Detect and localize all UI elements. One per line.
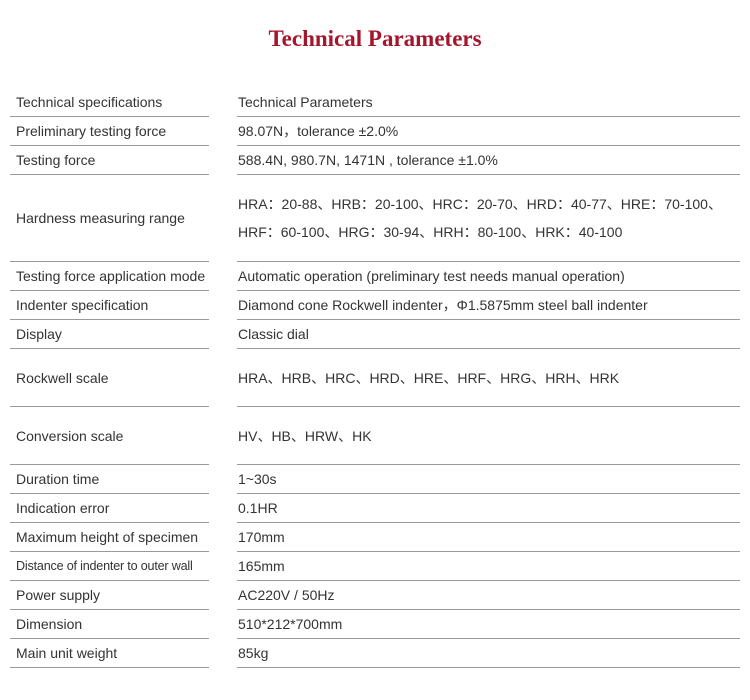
row-value-line: Technical Parameters bbox=[238, 94, 373, 110]
row-label: Duration time bbox=[10, 465, 209, 494]
row-value-line: 170mm bbox=[238, 529, 285, 545]
row-label: Distance of indenter to outer wall bbox=[10, 552, 209, 581]
row-value-line: HRF：60-100、HRG：30-94、HRH：80-100、HRK：40-1… bbox=[238, 224, 623, 240]
row-label: Conversion scale bbox=[10, 407, 209, 465]
row-label: Dimension bbox=[10, 610, 209, 639]
row-value-line: 85kg bbox=[238, 645, 269, 661]
row-value-line: Classic dial bbox=[238, 326, 309, 342]
row-value: 170mm bbox=[237, 523, 740, 552]
parameters-table: Technical specifications Technical Parame… bbox=[0, 88, 750, 668]
row-value-line: 1~30s bbox=[238, 471, 277, 487]
row-value-line: Diamond cone Rockwell indenter，Φ1.5875mm… bbox=[238, 297, 648, 313]
row-value: 165mm bbox=[237, 552, 740, 581]
row-value: HRA：20-88、HRB：20-100、HRC：20-70、HRD：40-77… bbox=[237, 175, 740, 262]
row-value-line: 98.07N，tolerance ±2.0% bbox=[238, 123, 399, 139]
row-value: AC220V / 50Hz bbox=[237, 581, 740, 610]
row-value: 85kg bbox=[237, 639, 740, 668]
row-value-line: HRA：20-88、HRB：20-100、HRC：20-70、HRD：40-77… bbox=[238, 196, 722, 212]
row-label: Main unit weight bbox=[10, 639, 209, 668]
row-label: Hardness measuring range bbox=[10, 175, 209, 262]
row-value: Technical Parameters bbox=[237, 88, 740, 117]
row-value: 98.07N，tolerance ±2.0% bbox=[237, 117, 740, 146]
table-row: Distance of indenter to outer wall 165mm bbox=[0, 552, 750, 581]
row-value: Diamond cone Rockwell indenter，Φ1.5875mm… bbox=[237, 291, 740, 320]
row-value-line: AC220V / 50Hz bbox=[238, 587, 335, 603]
row-value-line: 510*212*700mm bbox=[238, 616, 343, 632]
row-label: Rockwell scale bbox=[10, 349, 209, 407]
table-row: Indenter specification Diamond cone Rockw… bbox=[0, 291, 750, 320]
table-row: Testing force 588.4N, 980.7N, 1471N , tol… bbox=[0, 146, 750, 175]
table-row: Indication error 0.1HR bbox=[0, 494, 750, 523]
table-row: Hardness measuring range HRA：20-88、HRB：20… bbox=[0, 175, 750, 262]
row-value: 0.1HR bbox=[237, 494, 740, 523]
row-value: 588.4N, 980.7N, 1471N , tolerance ±1.0% bbox=[237, 146, 740, 175]
table-row: Maximum height of specimen 170mm bbox=[0, 523, 750, 552]
row-label: Testing force bbox=[10, 146, 209, 175]
table-row: Main unit weight 85kg bbox=[0, 639, 750, 668]
row-label: Indication error bbox=[10, 494, 209, 523]
table-row: Duration time 1~30s bbox=[0, 465, 750, 494]
row-value: 1~30s bbox=[237, 465, 740, 494]
row-value-line: 165mm bbox=[238, 558, 285, 574]
row-value-line: HRA、HRB、HRC、HRD、HRE、HRF、HRG、HRH、HRK bbox=[238, 369, 620, 386]
row-label: Testing force application mode bbox=[10, 262, 209, 291]
table-row: Testing force application mode Automatic … bbox=[0, 262, 750, 291]
row-value: HRA、HRB、HRC、HRD、HRE、HRF、HRG、HRH、HRK bbox=[237, 349, 740, 407]
table-row: Dimension 510*212*700mm bbox=[0, 610, 750, 639]
row-label: Preliminary testing force bbox=[10, 117, 209, 146]
table-row: Rockwell scale HRA、HRB、HRC、HRD、HRE、HRF、HR… bbox=[0, 349, 750, 407]
row-value-line: HV、HB、HRW、HK bbox=[238, 427, 372, 444]
row-value-line: Automatic operation (preliminary test ne… bbox=[238, 268, 625, 284]
row-label: Display bbox=[10, 320, 209, 349]
row-label: Indenter specification bbox=[10, 291, 209, 320]
row-value-line: 588.4N, 980.7N, 1471N , tolerance ±1.0% bbox=[238, 152, 498, 168]
table-row: Conversion scale HV、HB、HRW、HK bbox=[0, 407, 750, 465]
row-label: Maximum height of specimen bbox=[10, 523, 209, 552]
row-value: 510*212*700mm bbox=[237, 610, 740, 639]
row-value-line: 0.1HR bbox=[238, 500, 278, 516]
row-label: Power supply bbox=[10, 581, 209, 610]
row-value: HV、HB、HRW、HK bbox=[237, 407, 740, 465]
row-value: Automatic operation (preliminary test ne… bbox=[237, 262, 740, 291]
row-label: Technical specifications bbox=[10, 88, 209, 117]
row-value: Classic dial bbox=[237, 320, 740, 349]
table-row: Technical specifications Technical Parame… bbox=[0, 88, 750, 117]
page-title: Technical Parameters bbox=[268, 26, 482, 51]
table-row: Display Classic dial bbox=[0, 320, 750, 349]
table-row: Power supply AC220V / 50Hz bbox=[0, 581, 750, 610]
table-row: Preliminary testing force 98.07N，toleranc… bbox=[0, 117, 750, 146]
